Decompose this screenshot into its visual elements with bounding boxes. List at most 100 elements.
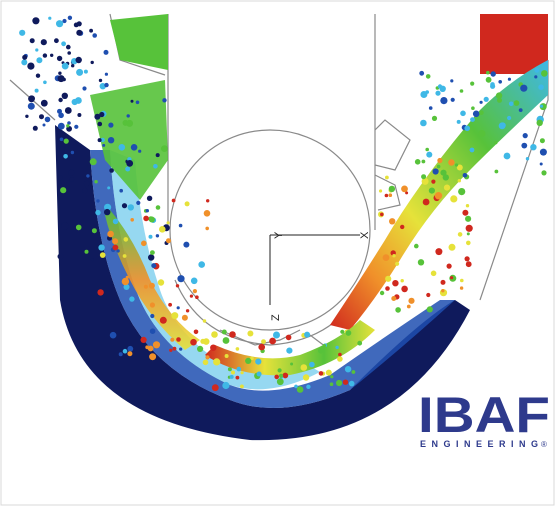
particle-dot	[229, 331, 236, 338]
particle-dot	[39, 114, 44, 120]
particle-dot	[189, 294, 193, 298]
particle-dot	[391, 296, 397, 301]
particle-dot	[35, 48, 39, 52]
particle-dot	[479, 110, 484, 115]
particle-dot	[282, 372, 289, 379]
particle-dot	[171, 312, 179, 320]
particle-dot	[178, 223, 183, 228]
particle-dot	[401, 285, 408, 293]
particle-dot	[273, 331, 280, 339]
particle-dot	[84, 249, 89, 254]
particle-dot	[168, 302, 173, 307]
particle-dot	[159, 226, 166, 233]
particle-dot	[227, 367, 232, 372]
particle-dot	[213, 358, 221, 366]
particle-dot	[127, 351, 133, 357]
particle-dot	[171, 198, 176, 203]
particle-dot	[150, 313, 155, 319]
particle-dot	[149, 353, 157, 361]
particle-dot	[205, 226, 209, 231]
particle-dot	[539, 162, 543, 166]
particle-dot	[269, 337, 276, 345]
particle-dot	[104, 203, 112, 211]
particle-dot	[235, 347, 240, 351]
particle-dot	[97, 138, 102, 143]
particle-dot	[442, 174, 449, 181]
particle-dot	[534, 75, 538, 79]
particle-dot	[541, 70, 548, 77]
particle-dot	[107, 137, 115, 144]
particle-dot	[181, 314, 188, 321]
particle-dot	[277, 368, 282, 373]
particle-dot	[450, 276, 454, 280]
particle-dot	[40, 39, 47, 46]
particle-dot	[99, 252, 106, 258]
particle-dot	[530, 144, 537, 151]
particle-feed-red	[480, 14, 548, 74]
particle-dot	[460, 278, 464, 283]
particle-dot	[61, 92, 68, 100]
particle-dot	[43, 80, 47, 85]
particle-dot	[448, 159, 455, 166]
particle-dot	[400, 224, 405, 230]
particle-dot	[147, 345, 154, 352]
particle-dot	[126, 114, 130, 118]
particle-dot	[420, 91, 428, 98]
particle-dot	[44, 116, 51, 123]
particle-dot	[193, 329, 199, 335]
particle-dot	[36, 57, 43, 64]
particle-dot	[34, 88, 39, 93]
particle-dot	[68, 169, 75, 176]
particle-dot	[129, 296, 135, 302]
particle-dot	[195, 295, 199, 300]
particle-dot	[40, 99, 48, 107]
particle-dot	[109, 168, 114, 173]
particle-dot	[150, 250, 155, 256]
particle-dot	[198, 261, 205, 268]
particle-dot	[148, 282, 155, 289]
particle-dot	[485, 76, 492, 83]
particle-dot	[392, 254, 396, 258]
particle-dot	[89, 28, 93, 33]
particle-dot	[335, 345, 339, 350]
particle-dot	[148, 216, 155, 223]
particle-dot	[143, 284, 148, 289]
particle-dot	[136, 200, 141, 205]
particle-dot	[494, 140, 498, 145]
particle-dot	[104, 208, 111, 216]
particle-bed-base	[55, 125, 470, 441]
particle-dot	[456, 119, 461, 124]
particle-dot	[97, 289, 104, 296]
particle-dot	[470, 81, 475, 86]
particle-dot	[82, 187, 88, 194]
particle-dot	[539, 104, 544, 108]
particle-dot	[27, 62, 35, 70]
particle-dot	[302, 374, 310, 381]
particle-dot	[138, 149, 142, 153]
particle-dot	[175, 284, 180, 288]
particle-dot	[104, 82, 109, 88]
particle-dot	[437, 157, 443, 164]
particle-dot	[166, 221, 170, 225]
particle-dot	[497, 97, 502, 103]
particle-dot	[27, 102, 35, 110]
particle-dot	[330, 375, 334, 379]
particle-dot	[130, 144, 138, 151]
particle-dot	[50, 53, 54, 57]
particle-dot	[155, 205, 161, 210]
axis-label-y: Y	[273, 231, 285, 239]
particle-dot	[385, 286, 390, 291]
particle-dot	[435, 248, 443, 256]
particle-dot	[125, 166, 131, 172]
particle-dot	[325, 369, 332, 376]
particle-dot	[203, 210, 211, 217]
particle-dot	[464, 125, 471, 132]
particle-dot	[75, 56, 82, 64]
particle-dot	[459, 89, 464, 93]
particle-dot	[206, 199, 210, 203]
particle-dot	[94, 113, 101, 120]
particle-dot	[503, 152, 511, 160]
particle-dot	[118, 352, 123, 357]
particle-dot	[495, 92, 503, 99]
particle-dot	[184, 201, 190, 207]
